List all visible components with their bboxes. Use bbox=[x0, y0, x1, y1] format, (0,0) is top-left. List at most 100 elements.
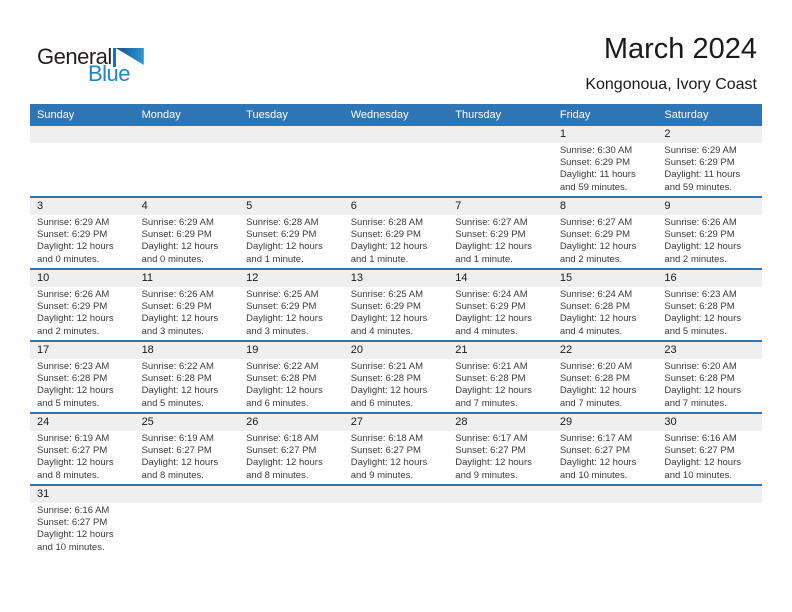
day-number: 22 bbox=[559, 344, 573, 356]
day-cell: 12 Sunrise: 6:25 AM Sunset: 6:29 PM Dayligh… bbox=[239, 270, 344, 340]
empty-day-cell bbox=[135, 486, 240, 562]
day-cell: 1 Sunrise: 6:30 AM Sunset: 6:29 PM Daylight… bbox=[553, 126, 658, 196]
daylight-line-2: and 4 minutes. bbox=[559, 325, 623, 337]
weekday-header-friday: Friday bbox=[559, 109, 591, 121]
daylight-line-2: and 3 minutes. bbox=[246, 325, 309, 337]
daylight-line-1: Daylight: 12 hours bbox=[37, 241, 114, 253]
daylight-line-2: and 0 minutes. bbox=[37, 253, 100, 265]
day-number: 23 bbox=[664, 344, 677, 356]
daylight-line-1: Daylight: 12 hours bbox=[350, 457, 428, 469]
day-number: 10 bbox=[37, 272, 50, 284]
sunrise-line: Sunrise: 6:16 AM bbox=[664, 433, 737, 444]
daylight-line-2: and 1 minute. bbox=[455, 253, 513, 265]
day-cell: 20 Sunrise: 6:21 AM Sunset: 6:28 PM Dayligh… bbox=[344, 342, 449, 412]
day-cell: 19 Sunrise: 6:22 AM Sunset: 6:28 PM Dayligh… bbox=[239, 342, 344, 412]
day-number: 14 bbox=[455, 272, 468, 284]
day-sun-info: Sunrise: 6:16 AM Sunset: 6:27 PM Daylight:… bbox=[37, 503, 135, 554]
sunset-line: Sunset: 6:28 PM bbox=[664, 301, 735, 313]
day-sun-info: Sunrise: 6:23 AM Sunset: 6:28 PM Daylight:… bbox=[37, 359, 135, 410]
daylight-line-1: Daylight: 12 hours bbox=[350, 313, 428, 325]
sunset-line: Sunset: 6:27 PM bbox=[246, 445, 317, 457]
sunset-line: Sunset: 6:29 PM bbox=[141, 301, 212, 313]
daylight-line-1: Daylight: 12 hours bbox=[37, 313, 114, 325]
day-sun-info: Sunrise: 6:29 AM Sunset: 6:29 PM Daylight:… bbox=[664, 143, 762, 194]
sunrise-line: Sunrise: 6:29 AM bbox=[141, 217, 214, 228]
day-sun-info: Sunrise: 6:28 AM Sunset: 6:29 PM Daylight:… bbox=[351, 215, 449, 266]
daylight-line-2: and 4 minutes. bbox=[455, 325, 518, 337]
daylight-line-2: and 7 minutes. bbox=[559, 397, 623, 409]
sunset-line: Sunset: 6:28 PM bbox=[246, 373, 317, 385]
daylight-line-1: Daylight: 12 hours bbox=[455, 241, 532, 253]
sunset-line: Sunset: 6:28 PM bbox=[559, 301, 631, 313]
day-cell: 2 Sunrise: 6:29 AM Sunset: 6:29 PM Daylight… bbox=[657, 126, 762, 196]
daylight-line-1: Daylight: 12 hours bbox=[141, 457, 219, 469]
daylight-line-1: Daylight: 12 hours bbox=[246, 241, 323, 253]
day-cell: 5 Sunrise: 6:28 AM Sunset: 6:29 PM Daylight… bbox=[239, 198, 344, 268]
sunset-line: Sunset: 6:29 PM bbox=[350, 229, 421, 241]
daylight-line-1: Daylight: 12 hours bbox=[455, 313, 532, 325]
weekday-header-monday: Monday bbox=[141, 109, 181, 121]
day-cell: 31 Sunrise: 6:16 AM Sunset: 6:27 PM Dayligh… bbox=[30, 486, 135, 562]
day-number: 5 bbox=[246, 200, 253, 212]
daylight-line-2: and 7 minutes. bbox=[455, 397, 518, 409]
daylight-line-2: and 2 minutes. bbox=[664, 253, 727, 265]
day-number: 19 bbox=[246, 344, 259, 356]
month-title: March 2024 bbox=[603, 33, 757, 65]
sunrise-line: Sunrise: 6:19 AM bbox=[37, 433, 110, 444]
daylight-line-1: Daylight: 12 hours bbox=[246, 313, 323, 325]
sunset-line: Sunset: 6:28 PM bbox=[664, 373, 735, 385]
daylight-line-2: and 5 minutes. bbox=[664, 325, 727, 337]
daylight-line-2: and 6 minutes. bbox=[350, 397, 414, 409]
empty-day-cell bbox=[135, 126, 240, 196]
day-sun-info: Sunrise: 6:27 AM Sunset: 6:29 PM Daylight:… bbox=[560, 215, 658, 266]
day-cell: 25 Sunrise: 6:19 AM Sunset: 6:27 PM Dayligh… bbox=[135, 414, 240, 484]
daylight-line-1: Daylight: 12 hours bbox=[141, 241, 219, 253]
daylight-line-1: Daylight: 12 hours bbox=[559, 241, 637, 253]
calendar-table: Sunday Monday Tuesday Wednesday Thursday Frid… bbox=[30, 104, 762, 562]
sunset-line: Sunset: 6:27 PM bbox=[141, 445, 212, 457]
day-sun-info: Sunrise: 6:18 AM Sunset: 6:27 PM Daylight:… bbox=[351, 431, 449, 482]
day-sun-info: Sunrise: 6:22 AM Sunset: 6:28 PM Daylight:… bbox=[142, 359, 240, 410]
sunrise-line: Sunrise: 6:28 AM bbox=[350, 217, 424, 228]
day-number: 30 bbox=[664, 416, 677, 428]
empty-day-cell bbox=[344, 486, 449, 562]
day-number: 3 bbox=[37, 200, 44, 212]
daylight-line-2: and 5 minutes. bbox=[37, 397, 100, 409]
sunrise-line: Sunrise: 6:26 AM bbox=[664, 217, 737, 228]
daylight-line-1: Daylight: 12 hours bbox=[246, 457, 323, 469]
daylight-line-1: Daylight: 11 hours bbox=[559, 169, 636, 181]
day-sun-info: Sunrise: 6:20 AM Sunset: 6:28 PM Daylight:… bbox=[664, 359, 762, 410]
sunset-line: Sunset: 6:28 PM bbox=[455, 373, 526, 385]
day-cell: 11 Sunrise: 6:26 AM Sunset: 6:29 PM Dayligh… bbox=[135, 270, 240, 340]
sunset-line: Sunset: 6:29 PM bbox=[246, 301, 317, 313]
sunrise-line: Sunrise: 6:29 AM bbox=[664, 145, 737, 156]
title-block: March 2024 Kongonoua, Ivory Coast bbox=[585, 32, 757, 95]
empty-day-cell bbox=[239, 486, 344, 562]
sunrise-line: Sunrise: 6:26 AM bbox=[141, 289, 214, 300]
sunrise-line: Sunrise: 6:23 AM bbox=[37, 361, 110, 372]
day-sun-info: Sunrise: 6:26 AM Sunset: 6:29 PM Daylight:… bbox=[142, 287, 240, 338]
daylight-line-2: and 9 minutes. bbox=[455, 469, 518, 481]
sunrise-line: Sunrise: 6:17 AM bbox=[559, 433, 633, 444]
daylight-line-2: and 10 minutes. bbox=[37, 541, 105, 553]
day-sun-info: Sunrise: 6:19 AM Sunset: 6:27 PM Daylight:… bbox=[142, 431, 240, 482]
day-cell: 3 Sunrise: 6:29 AM Sunset: 6:29 PM Daylight… bbox=[30, 198, 135, 268]
day-number: 25 bbox=[141, 416, 154, 428]
empty-day-cell bbox=[553, 486, 658, 562]
calendar-week-row: 3 Sunrise: 6:29 AM Sunset: 6:29 PM Daylight… bbox=[30, 198, 762, 270]
day-sun-info: Sunrise: 6:26 AM Sunset: 6:29 PM Daylight:… bbox=[664, 215, 762, 266]
sunrise-line: Sunrise: 6:22 AM bbox=[246, 361, 319, 372]
day-number: 29 bbox=[559, 416, 573, 428]
sunset-line: Sunset: 6:29 PM bbox=[455, 301, 526, 313]
daylight-line-1: Daylight: 12 hours bbox=[664, 313, 741, 325]
calendar-week-row: 1 Sunrise: 6:30 AM Sunset: 6:29 PM Daylight… bbox=[30, 126, 762, 198]
daylight-line-1: Daylight: 12 hours bbox=[559, 385, 637, 397]
day-sun-info: Sunrise: 6:17 AM Sunset: 6:27 PM Daylight:… bbox=[455, 431, 553, 482]
day-sun-info: Sunrise: 6:30 AM Sunset: 6:29 PM Daylight:… bbox=[560, 143, 658, 194]
daylight-line-2: and 0 minutes. bbox=[141, 253, 204, 265]
day-cell: 27 Sunrise: 6:18 AM Sunset: 6:27 PM Dayligh… bbox=[344, 414, 449, 484]
day-cell: 8 Sunrise: 6:27 AM Sunset: 6:29 PM Daylight… bbox=[553, 198, 658, 268]
daylight-line-2: and 8 minutes. bbox=[246, 469, 309, 481]
location-subtitle: Kongonoua, Ivory Coast bbox=[585, 76, 757, 93]
day-number: 20 bbox=[350, 344, 363, 356]
